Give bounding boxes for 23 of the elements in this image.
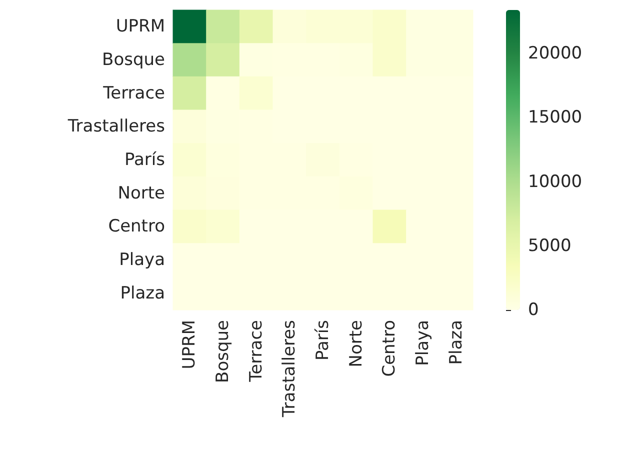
y-tick-label: Plaza xyxy=(120,283,165,304)
color-bar-label: 5000 xyxy=(528,236,572,256)
x-tick-label: París xyxy=(313,320,333,360)
y-tick-label: Norte xyxy=(118,183,165,204)
color-bar-label: 0 xyxy=(528,300,539,320)
color-bar-label: 15000 xyxy=(528,108,582,128)
color-bar-label: 10000 xyxy=(528,172,582,192)
x-tick-label: Terrace xyxy=(246,320,266,383)
y-tick-label: París xyxy=(124,150,166,170)
x-tick-label: Playa xyxy=(413,320,433,366)
y-tick-label: UPRM xyxy=(116,16,165,37)
x-tick-label: Bosque xyxy=(213,320,233,383)
y-tick-label: Terrace xyxy=(102,83,165,104)
x-tick-label: Norte xyxy=(346,320,366,368)
x-tick-label: UPRM xyxy=(180,320,200,370)
y-tick-label: Centro xyxy=(108,216,165,237)
y-tick-label: Trastalleres xyxy=(66,116,166,137)
y-tick-label: Bosque xyxy=(102,50,165,70)
y-tick-label: Playa xyxy=(119,250,165,270)
x-tick-label: Plaza xyxy=(446,320,466,365)
x-tick-label: Trastalleres xyxy=(280,320,300,418)
color-bar-label: 20000 xyxy=(528,44,582,64)
x-tick-label: Centro xyxy=(380,320,400,377)
